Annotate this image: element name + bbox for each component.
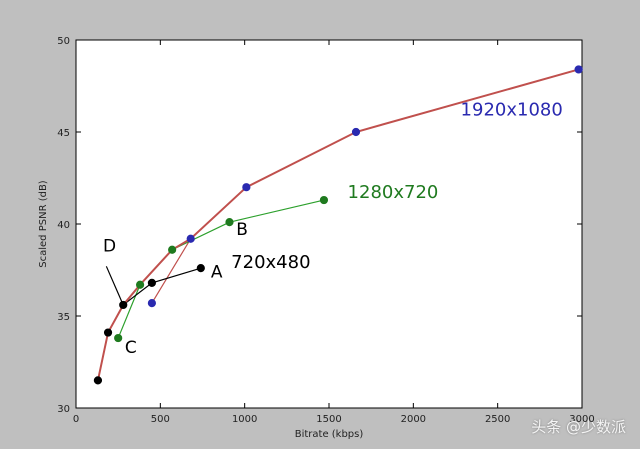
watermark: 头条 @少数派 <box>531 418 626 436</box>
data-point-1280x720 <box>135 280 145 289</box>
data-point-1920x1080 <box>186 234 195 243</box>
data-point-1280x720 <box>319 195 329 205</box>
data-point-1280x720 <box>225 218 234 227</box>
series-label-1920x1080: 1920x1080 <box>461 99 563 120</box>
data-point-1280x720 <box>168 245 177 254</box>
data-point-1280x720 <box>114 333 123 343</box>
data-point-720x480 <box>103 328 113 337</box>
annotation-A: A <box>211 262 223 282</box>
x-tick-label: 2500 <box>485 414 510 425</box>
data-point-1920x1080 <box>574 65 583 74</box>
y-tick-label: 45 <box>57 128 70 139</box>
data-point-1920x1080 <box>351 127 361 137</box>
y-tick-label: 35 <box>57 312 70 323</box>
y-tick-label: 40 <box>57 220 70 231</box>
x-tick-label: 3000 <box>569 414 594 425</box>
x-tick-label: 0 <box>73 414 79 425</box>
x-axis-label: Bitrate (kbps) <box>295 429 364 440</box>
data-point-1920x1080 <box>147 299 156 308</box>
y-axis-label: Scaled PSNR (dB) <box>38 180 49 268</box>
data-point-720x480 <box>196 264 205 273</box>
y-tick-label: 50 <box>57 36 70 47</box>
x-tick-label: 1500 <box>316 414 341 425</box>
data-point-1920x1080 <box>242 183 251 192</box>
annotation-d-leader <box>105 266 124 306</box>
series-label-720x480: 720x480 <box>231 252 310 273</box>
x-tick-label: 2000 <box>401 414 426 425</box>
x-tick-label: 500 <box>151 414 170 425</box>
data-point-720x480 <box>93 376 103 385</box>
y-tick-label: 30 <box>57 404 70 415</box>
annotation-D: D <box>103 237 116 257</box>
series-label-1280x720: 1280x720 <box>348 182 439 203</box>
x-tick-label: 1000 <box>232 414 257 425</box>
plot-area <box>75 39 583 409</box>
annotation-C: C <box>125 338 137 358</box>
data-point-720x480 <box>147 278 156 287</box>
annotation-B: B <box>236 220 248 240</box>
